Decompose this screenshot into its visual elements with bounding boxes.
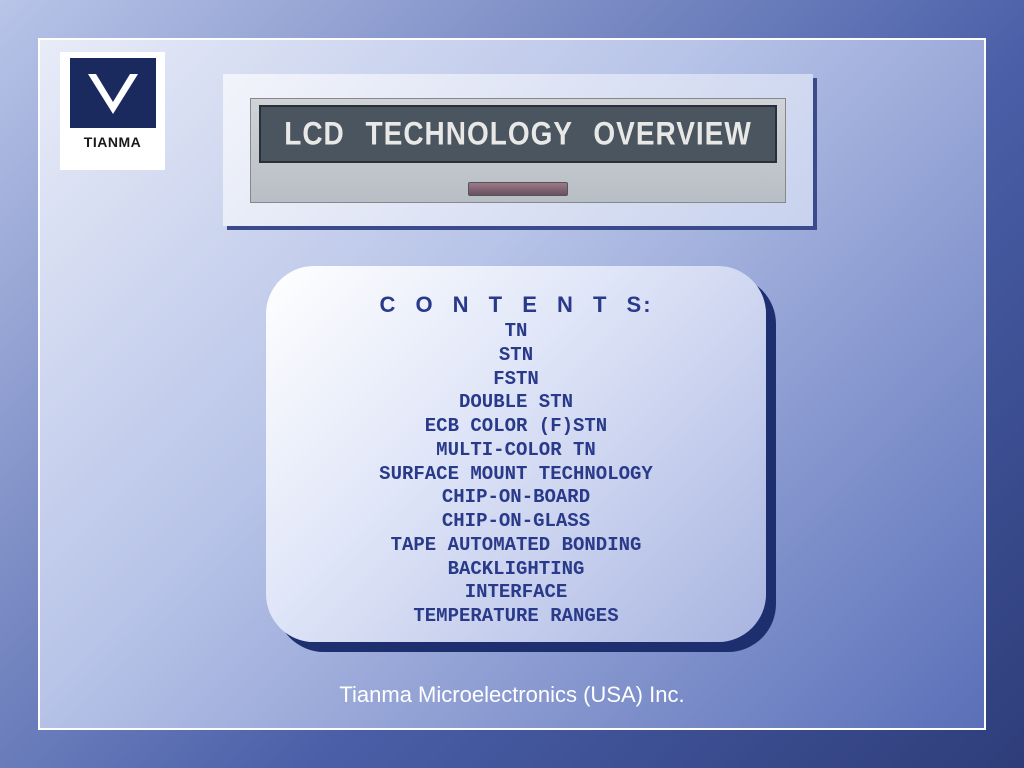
list-item: MULTI-COLOR TN bbox=[286, 439, 746, 463]
list-item: CHIP-ON-BOARD bbox=[286, 486, 746, 510]
logo-mark bbox=[70, 58, 156, 128]
footer-text: Tianma Microelectronics (USA) Inc. bbox=[40, 682, 984, 708]
lcd-module: LCD TECHNOLOGY OVERVIEW bbox=[250, 98, 786, 203]
lcd-connector bbox=[468, 182, 568, 196]
logo-text: TIANMA bbox=[68, 134, 157, 150]
slide-frame: TIANMA LCD TECHNOLOGY OVERVIEW C O N T E… bbox=[38, 38, 986, 730]
list-item: SURFACE MOUNT TECHNOLOGY bbox=[286, 463, 746, 487]
logo: TIANMA bbox=[60, 52, 165, 170]
list-item: TAPE AUTOMATED BONDING bbox=[286, 534, 746, 558]
contents-heading: C O N T E N T S: bbox=[286, 292, 746, 318]
list-item: BACKLIGHTING bbox=[286, 558, 746, 582]
list-item: STN bbox=[286, 344, 746, 368]
contents-card: C O N T E N T S: TN STN FSTN DOUBLE STN … bbox=[266, 266, 766, 642]
title-banner: LCD TECHNOLOGY OVERVIEW bbox=[223, 74, 813, 226]
list-item: TN bbox=[286, 320, 746, 344]
list-item: TEMPERATURE RANGES bbox=[286, 605, 746, 629]
contents-list: TN STN FSTN DOUBLE STN ECB COLOR (F)STN … bbox=[286, 320, 746, 629]
list-item: CHIP-ON-GLASS bbox=[286, 510, 746, 534]
page-title: LCD TECHNOLOGY OVERVIEW bbox=[284, 115, 752, 152]
list-item: ECB COLOR (F)STN bbox=[286, 415, 746, 439]
list-item: DOUBLE STN bbox=[286, 391, 746, 415]
list-item: INTERFACE bbox=[286, 581, 746, 605]
lcd-screen: LCD TECHNOLOGY OVERVIEW bbox=[259, 105, 777, 163]
list-item: FSTN bbox=[286, 368, 746, 392]
